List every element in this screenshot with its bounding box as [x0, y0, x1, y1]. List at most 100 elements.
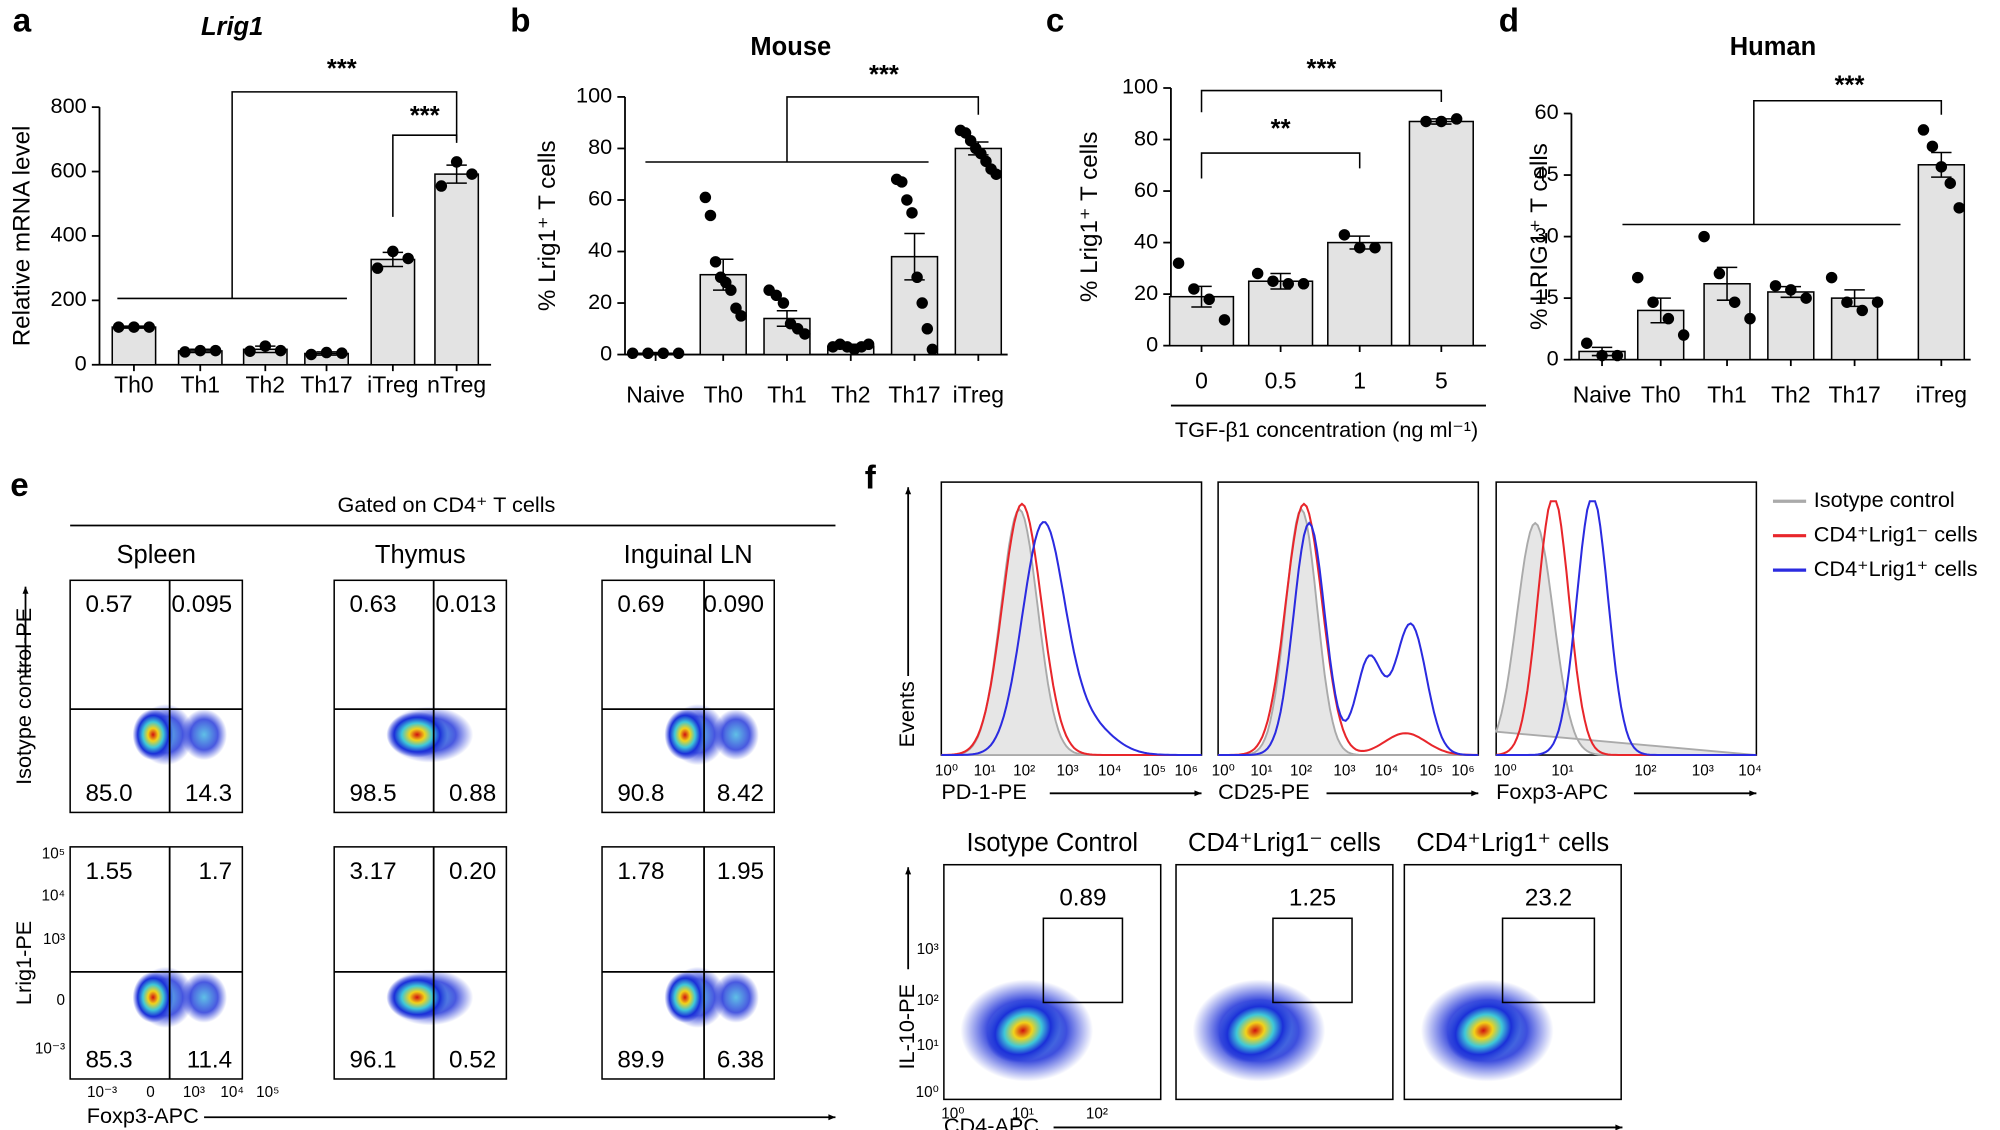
data-point [1713, 267, 1726, 280]
x-tick-label: nTreg [427, 372, 486, 398]
data-point [921, 323, 934, 335]
x-tick-label: 10⁴ [1098, 763, 1122, 780]
x-axis-label: PD-1-PE [941, 779, 1027, 804]
column-label: Inguinal LN [624, 541, 753, 569]
flow-plot-frame [69, 846, 244, 1080]
y-tick-label: 10³ [917, 941, 939, 958]
quadrant-value: 0.63 [349, 591, 396, 618]
bar [434, 173, 480, 366]
significance-label: *** [1835, 71, 1865, 99]
data-point [1172, 257, 1185, 269]
density-core [664, 709, 706, 761]
flow-plot-frame [69, 579, 244, 814]
density-core [985, 998, 1060, 1063]
dot-plot-title: CD4⁺Lrig1⁻ cells [1188, 829, 1381, 857]
x-tick-label: 10⁵ [256, 1084, 279, 1101]
data-point [1856, 304, 1868, 317]
density-core [664, 971, 706, 1023]
x-tick-label: Th0 [1641, 382, 1681, 408]
row-label: Isotype control-PE [11, 608, 36, 785]
legend-label: CD4⁺Lrig1⁻ cells [1814, 521, 1978, 546]
quadrant-value: 85.3 [85, 1047, 132, 1074]
data-point [704, 209, 717, 222]
x-tick-label: Th17 [888, 382, 940, 408]
data-point [709, 256, 722, 268]
y-tick-label: 15 [1535, 284, 1559, 309]
column-label: Thymus [375, 541, 466, 569]
data-point [926, 343, 939, 356]
density-core [1446, 998, 1521, 1063]
arrow-head [1471, 790, 1479, 797]
data-point [990, 168, 1002, 180]
bar [1408, 120, 1474, 347]
quadrant-value: 0.57 [85, 591, 132, 618]
data-point [143, 321, 155, 333]
x-tick-label: iTreg [1916, 382, 1967, 408]
density-core [1218, 998, 1293, 1063]
arrow-head [22, 586, 29, 594]
data-point [1871, 296, 1884, 308]
gate-value: 1.25 [1289, 885, 1336, 912]
data-point [1841, 296, 1853, 308]
bar [1327, 241, 1393, 347]
y-tick-label: 10⁴ [41, 888, 65, 905]
data-point [1935, 161, 1948, 173]
x-tick-label: Th1 [180, 372, 220, 398]
data-point [1435, 115, 1448, 128]
y-axis-label: % LRIG1⁺ T cells [1526, 143, 1553, 330]
density-cloud [713, 971, 759, 1023]
significance-bracket [1200, 152, 1361, 179]
data-point [402, 252, 414, 265]
data-point [657, 347, 670, 360]
y-tick-label: 45 [1535, 161, 1559, 186]
x-tick-label: Th17 [1828, 382, 1880, 408]
significance-bracket [392, 134, 458, 217]
x-tick-label: 10⁴ [220, 1084, 244, 1101]
y-tick-label: 60 [1535, 99, 1559, 124]
data-point [1698, 230, 1710, 243]
significance-label: ** [1271, 115, 1291, 143]
x-tick-label: Naive [626, 382, 685, 408]
histogram-lrig1-pos [1496, 500, 1757, 757]
y-tick-label: 10⁵ [42, 846, 65, 863]
quadrant-value: 90.8 [617, 780, 664, 807]
data-point [862, 338, 875, 350]
x-axis-label: Foxp3-APC [87, 1103, 199, 1128]
data-point [1353, 241, 1366, 254]
y-tick-label: 10³ [43, 931, 65, 948]
data-point [799, 328, 811, 340]
gate-box [1272, 917, 1353, 1004]
arrow-head [828, 1114, 836, 1121]
quadrant-value: 0.69 [617, 591, 664, 618]
data-point [274, 344, 287, 357]
arrow-head [1615, 1124, 1623, 1130]
data-point [916, 297, 928, 309]
data-point [1825, 271, 1838, 284]
chart-title: Lrig1 [201, 13, 263, 41]
x-tick-label: 10⁰ [941, 1106, 964, 1123]
data-point [1800, 292, 1812, 304]
x-tick-label: 10⁰ [1494, 763, 1517, 780]
y-tick-label: 0 [1146, 331, 1158, 356]
y-tick-label: 10² [917, 992, 939, 1009]
data-point [906, 207, 918, 219]
significance-label: *** [869, 61, 899, 89]
data-point [1926, 140, 1939, 153]
data-point [1282, 278, 1295, 290]
x-tick-label: 5 [1435, 368, 1448, 394]
row-label: Lrig1-PE [11, 921, 36, 1005]
data-point [725, 284, 737, 296]
data-point [1917, 124, 1930, 136]
significance-bracket [1200, 89, 1443, 113]
data-point [1728, 296, 1741, 308]
data-point [1369, 241, 1381, 254]
x-tick-label: Th1 [767, 382, 807, 408]
x-tick-label: Th0 [703, 382, 743, 408]
significance-label: *** [1307, 55, 1337, 83]
significance-label: *** [410, 102, 440, 130]
data-point [1677, 329, 1690, 341]
y-tick-label: 100 [1122, 74, 1158, 99]
data-point [699, 191, 712, 204]
y-axis-label: Events [894, 681, 919, 747]
density-core [132, 971, 174, 1023]
